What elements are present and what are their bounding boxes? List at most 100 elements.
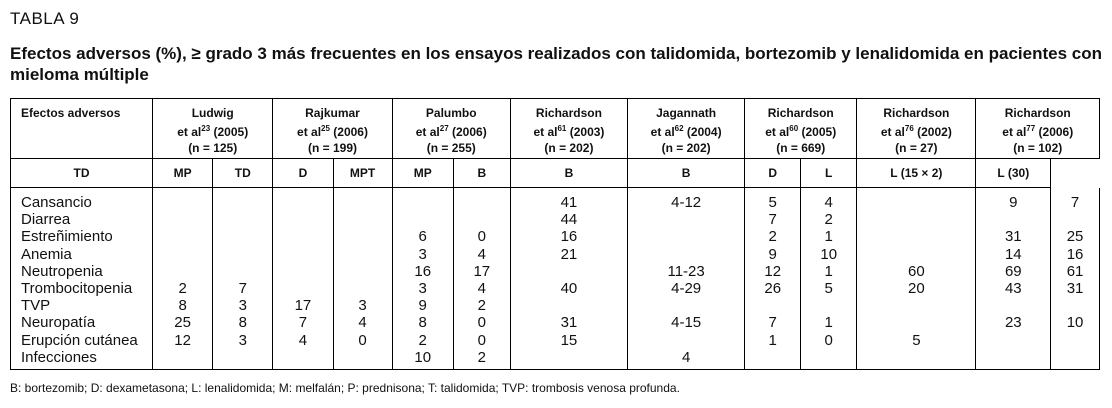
table-cell [744,297,802,315]
study-reference: et al27 (2006) [393,121,510,140]
table-cell: 2 [452,297,511,315]
table-cell: 11-23 [627,262,746,281]
table-cell: 5 [856,331,977,349]
study-author: Rajkumar [305,106,360,120]
table-cell: 10 [391,348,454,371]
table-cell: 14 [975,245,1052,263]
table-cell: 5 [800,280,858,298]
table-cell: 7 [212,280,274,298]
table-cell: 12 [744,262,802,281]
table-cell: 3 [212,331,274,349]
table-cell [452,211,511,229]
table-cell [627,245,746,263]
study-ref-number: 76 [904,124,914,133]
table-cell [212,245,274,263]
study-author: Richardson [535,106,602,120]
table-cell [332,280,393,298]
table-cell [509,348,629,371]
table-cell: 41 [509,187,629,212]
table-cell [627,297,746,315]
table-cell: 0 [800,331,858,349]
table-row: Erupción cutánea 12 3 4 0 2 0 15 1 0 5 [9,331,1100,349]
table-cell: 12 [152,331,214,349]
table-cell [627,228,746,246]
table-cell [856,187,977,212]
table-cell [1050,297,1100,315]
table-cell: 16 [1050,245,1100,263]
row-label: Infecciones [9,348,154,371]
table-cell: 69 [975,262,1052,281]
subheader-cell: L (15 × 2) [856,158,977,188]
table-cell: 17 [272,297,334,315]
table-row: Estreñimiento 6 0 16 2 1 31 25 [9,228,1100,246]
table-cell [856,348,977,371]
table-cell [856,211,977,229]
header-study-6: Richardson et al76 (2002) (n = 27) [856,98,977,159]
table-cell [391,211,454,229]
subheader-cell: L [800,158,858,188]
study-n: (n = 202) [544,141,594,155]
study-ref-text: et al [765,125,790,139]
table-cell: 7 [744,211,802,229]
header-study-0: Ludwig et al23 (2005) (n = 125) [152,98,274,159]
study-ref-number: 62 [674,124,684,133]
footnote: B: bortezomib; D: dexametasona; L: lenal… [10,381,680,395]
table-cell: 4 [272,331,334,349]
table-cell: 31 [1050,280,1100,298]
table-cell: 1 [744,331,802,349]
table-cell [452,187,511,212]
table-cell: 1 [800,228,858,246]
row-label: Neutropenia [9,262,154,281]
row-label: Neuropatía [9,314,154,332]
table-cell [212,262,274,281]
table-cell [152,245,214,263]
study-ref-text: et al [415,125,440,139]
row-label: Diarrea [9,211,154,229]
row-label: Erupción cutánea [9,331,154,349]
table-cell [975,211,1052,229]
study-ref-text: et al [1002,125,1027,139]
header-adverse-effects: Efectos adversos [9,98,154,159]
table-cell: 2 [391,331,454,349]
study-author: Richardson [883,106,950,120]
table-cell: 9 [391,297,454,315]
table-cell [856,297,977,315]
study-year: (2002) [917,125,952,139]
table-cell: 0 [332,331,393,349]
table-cell: 3 [212,297,274,315]
study-ref-text: et al [880,125,905,139]
table-cell [332,262,393,281]
header-study-1: Rajkumar et al25 (2006) (n = 199) [272,98,393,159]
table-cell [272,262,334,281]
table-cell: 17 [452,262,511,281]
study-reference: et al23 (2005) [153,121,272,140]
study-year: (2004) [686,125,722,139]
study-ref-text: et al [533,125,558,139]
table-cell [975,297,1052,315]
subheader-cell: B [509,158,629,188]
table-cell [1050,331,1100,349]
table-cell: 9 [975,187,1052,212]
table-cell: 25 [152,314,214,332]
study-n: (n = 102) [1013,141,1063,155]
table-cell: 43 [975,280,1052,298]
study-year: (2006) [1038,125,1074,139]
table-cell: 6 [391,228,454,246]
table-cell [272,211,334,229]
table-cell [856,314,977,332]
table-cell [856,245,977,263]
table-cell [975,331,1052,349]
header-study-4: Jagannath et al62 (2004) (n = 202) [627,98,746,159]
table-cell [509,297,629,315]
study-ref-number: 77 [1026,124,1036,133]
table-cell: 4-12 [627,187,746,212]
study-reference: et al62 (2004) [628,121,744,140]
table-cell [152,211,214,229]
table-cell [509,262,629,281]
study-year: (2005) [213,125,249,139]
table-cell [1050,211,1100,229]
header-study-2: Palumbo et al27 (2006) (n = 255) [391,98,511,159]
study-n: (n = 199) [307,141,357,155]
subheader-cell: MPT [332,158,393,188]
table-cell [627,211,746,229]
